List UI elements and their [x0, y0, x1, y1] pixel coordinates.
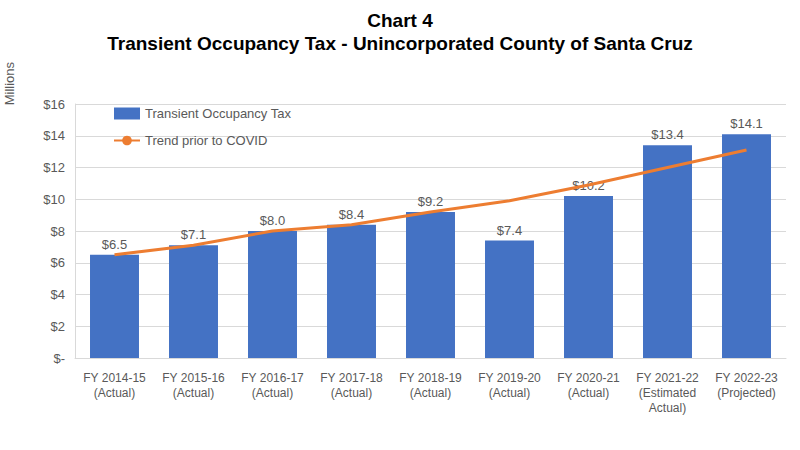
svg-text:FY 2014-15: FY 2014-15 [83, 371, 146, 385]
svg-text:(Actual): (Actual) [173, 386, 214, 400]
svg-text:(Actual): (Actual) [489, 386, 530, 400]
svg-text:$9.2: $9.2 [418, 194, 443, 209]
svg-text:Chart 4: Chart 4 [367, 10, 433, 31]
svg-text:$2: $2 [51, 319, 65, 334]
svg-text:(Actual): (Actual) [568, 386, 609, 400]
svg-text:$13.4: $13.4 [651, 127, 684, 142]
svg-text:(Estimated: (Estimated [639, 386, 696, 400]
svg-text:$8.4: $8.4 [339, 207, 364, 222]
svg-text:FY 2016-17: FY 2016-17 [241, 371, 304, 385]
svg-text:FY 2022-23: FY 2022-23 [715, 371, 778, 385]
svg-text:FY 2020-21: FY 2020-21 [557, 371, 620, 385]
svg-text:$10: $10 [43, 192, 65, 207]
svg-text:FY 2021-22: FY 2021-22 [636, 371, 699, 385]
svg-text:$10.2: $10.2 [572, 178, 605, 194]
svg-text:$16: $16 [43, 97, 65, 112]
svg-text:FY 2017-18: FY 2017-18 [320, 371, 383, 385]
svg-text:$8: $8 [51, 224, 65, 239]
svg-text:$4: $4 [51, 287, 65, 302]
svg-text:$14: $14 [43, 128, 65, 143]
svg-text:FY 2018-19: FY 2018-19 [399, 371, 462, 385]
svg-text:(Projected): (Projected) [717, 386, 776, 400]
svg-text:Millions: Millions [2, 62, 17, 106]
svg-text:$8.0: $8.0 [260, 213, 285, 228]
svg-text:(Actual): (Actual) [94, 386, 135, 400]
svg-text:Trend prior to COVID: Trend prior to COVID [145, 133, 267, 148]
svg-text:Transient Occupancy Tax: Transient Occupancy Tax [145, 106, 291, 121]
svg-text:(Actual): (Actual) [410, 386, 451, 400]
svg-text:$7.1: $7.1 [181, 227, 206, 242]
svg-text:(Actual): (Actual) [252, 386, 293, 400]
svg-text:Actual): Actual) [649, 401, 686, 415]
svg-text:Transient Occupancy Tax - Unin: Transient Occupancy Tax - Unincorporated… [107, 33, 693, 54]
svg-text:$14.1: $14.1 [730, 116, 763, 131]
svg-text:$7.4: $7.4 [497, 223, 522, 238]
svg-text:$6: $6 [51, 255, 65, 270]
svg-text:$-: $- [53, 351, 65, 366]
svg-text:FY 2019-20: FY 2019-20 [478, 371, 541, 385]
svg-text:$12: $12 [43, 160, 65, 175]
svg-text:$6.5: $6.5 [102, 237, 127, 252]
svg-text:FY 2015-16: FY 2015-16 [162, 371, 225, 385]
svg-text:(Actual): (Actual) [331, 386, 372, 400]
